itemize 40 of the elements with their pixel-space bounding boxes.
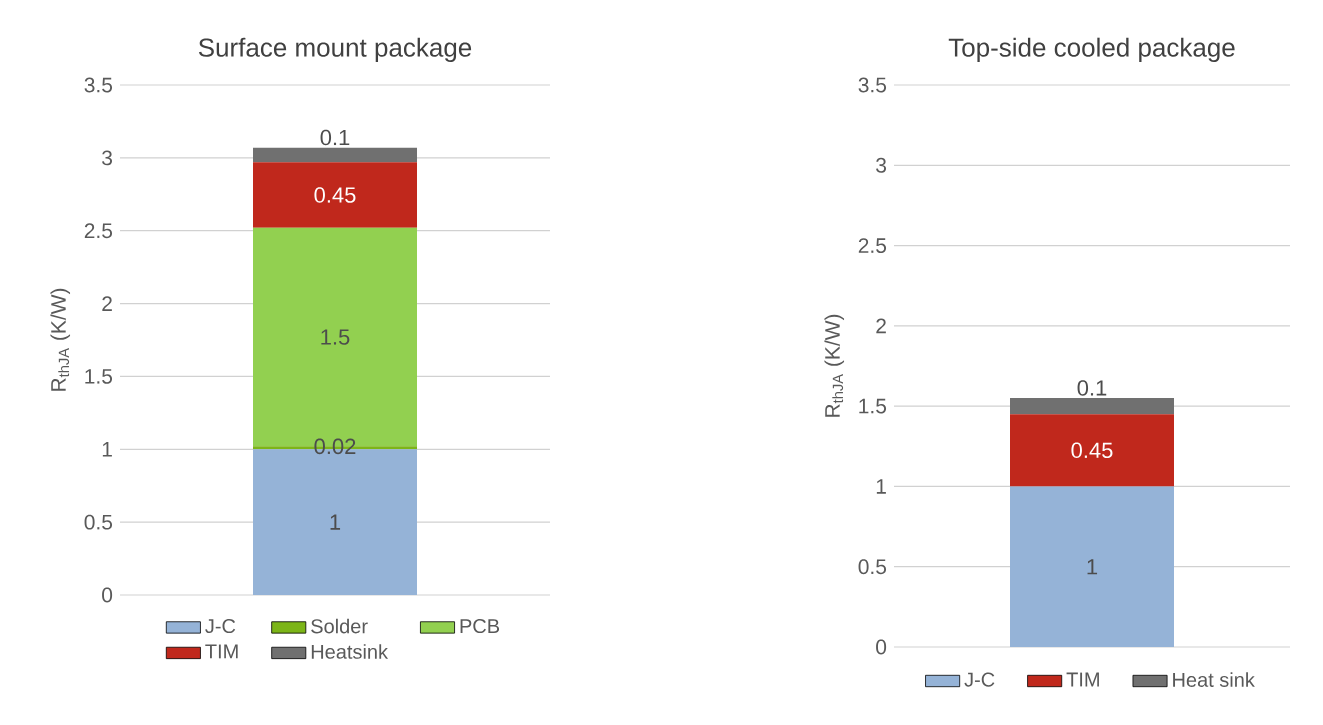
y-axis-title: R$_{thJA}$ (K/W) [824, 314, 845, 417]
y-tick-label: 3 [102, 150, 113, 166]
legend-label: Solder [311, 618, 368, 634]
legend-label: J-C [964, 672, 995, 687]
data-label: 0.1 [1077, 380, 1107, 396]
y-tick-label: 3.5 [84, 77, 113, 93]
bar [1010, 398, 1174, 415]
y-tick-label: 2 [876, 318, 886, 334]
y-tick-label: 3 [876, 157, 887, 173]
y-tick-label: 1.5 [85, 369, 113, 384]
y-tick-label: 1.5 [859, 398, 887, 414]
y-tick-label: 1 [102, 442, 112, 457]
y-tick-label: 2.5 [858, 238, 887, 254]
legend-label: PCB [460, 618, 500, 634]
bar [253, 162, 417, 228]
chart-title: Surface mount package [198, 37, 472, 62]
data-label: 0.45 [314, 187, 356, 203]
chart-title: Top-side cooled package [948, 37, 1235, 62]
legend-label: Heat sink [1173, 672, 1255, 687]
data-label: 1.5 [321, 329, 350, 345]
legend-label: TIM [205, 644, 238, 659]
legend-label: TIM [1066, 672, 1099, 687]
data-label: 0.45 [1071, 442, 1113, 459]
y-tick-label: 0.5 [858, 559, 887, 575]
y-tick-label: 2 [102, 296, 112, 311]
bar [1010, 414, 1174, 487]
legend-label: J-C [205, 618, 236, 634]
y-tick-label: 0 [102, 587, 113, 603]
data-label: 0.1 [320, 129, 350, 146]
y-tick-label: 0.5 [84, 514, 113, 530]
data-label: 1 [1087, 559, 1098, 575]
y-tick-label: 2.5 [84, 223, 113, 239]
legend-label: Heatsink [311, 644, 389, 659]
y-axis-title: R$_{thJA}$ (K/W) [50, 288, 71, 391]
y-tick-label: 3.5 [858, 77, 887, 93]
bar [253, 147, 417, 163]
y-tick-label: 1 [876, 479, 886, 494]
y-tick-label: 0 [876, 639, 887, 655]
bar [1010, 486, 1174, 647]
data-label: 1 [330, 514, 341, 530]
